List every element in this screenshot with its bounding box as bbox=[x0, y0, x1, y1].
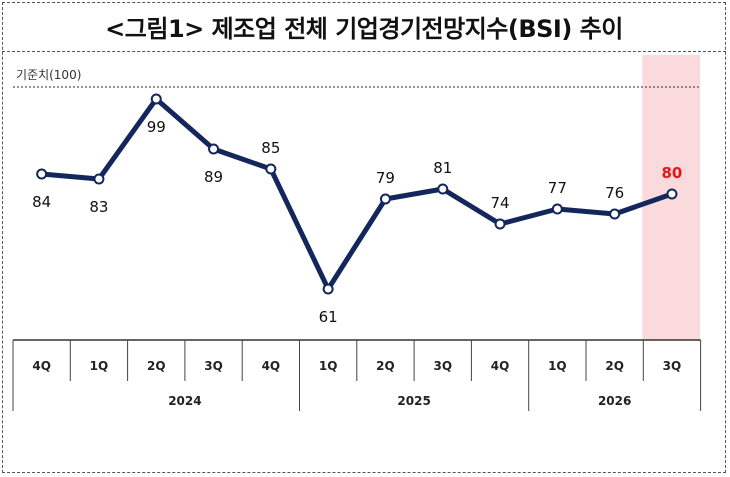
tick-label: 2Q bbox=[605, 359, 624, 373]
tick-label: 3Q bbox=[204, 359, 223, 373]
title-box: <그림1> 제조업 전체 기업경기전망지수(BSI) 추이 bbox=[2, 2, 726, 52]
data-point bbox=[208, 143, 220, 155]
data-label: 76 bbox=[605, 184, 624, 202]
data-point bbox=[93, 173, 105, 185]
data-label: 80 bbox=[662, 164, 683, 182]
tick-label: 3Q bbox=[433, 359, 452, 373]
series-line bbox=[41, 96, 673, 292]
data-label: 79 bbox=[376, 169, 395, 187]
chart-title: <그림1> 제조업 전체 기업경기전망지수(BSI) 추이 bbox=[105, 15, 623, 43]
data-label: 83 bbox=[89, 198, 108, 216]
tick-label: 2Q bbox=[147, 359, 166, 373]
tick-label: 4Q bbox=[32, 359, 51, 373]
data-label: 77 bbox=[548, 179, 567, 197]
tick-label: 4Q bbox=[491, 359, 510, 373]
tick-label: 2Q bbox=[376, 359, 395, 373]
year-label: 2026 bbox=[598, 394, 631, 408]
tick-label: 1Q bbox=[319, 359, 338, 373]
data-point bbox=[379, 193, 391, 205]
data-label: 85 bbox=[261, 139, 280, 157]
data-point bbox=[666, 188, 678, 200]
reference-label: 기준치(100) bbox=[16, 68, 81, 82]
data-point bbox=[150, 93, 162, 105]
data-point bbox=[265, 163, 277, 175]
data-point bbox=[36, 168, 48, 180]
data-label: 81 bbox=[433, 159, 452, 177]
year-label: 2025 bbox=[397, 394, 430, 408]
data-label: 89 bbox=[204, 168, 223, 186]
data-label: 74 bbox=[491, 194, 510, 212]
tick-label: 1Q bbox=[548, 359, 567, 373]
chart-frame bbox=[2, 2, 726, 473]
tick-label: 1Q bbox=[90, 359, 109, 373]
year-label: 2024 bbox=[168, 394, 201, 408]
data-point bbox=[494, 218, 506, 230]
data-point bbox=[322, 283, 334, 295]
data-label: 99 bbox=[147, 118, 166, 136]
data-point bbox=[437, 183, 449, 195]
data-label: 84 bbox=[32, 193, 51, 211]
tick-label: 3Q bbox=[663, 359, 682, 373]
data-label: 61 bbox=[319, 308, 338, 326]
data-point bbox=[551, 203, 563, 215]
tick-label: 4Q bbox=[262, 359, 281, 373]
data-point bbox=[609, 208, 621, 220]
